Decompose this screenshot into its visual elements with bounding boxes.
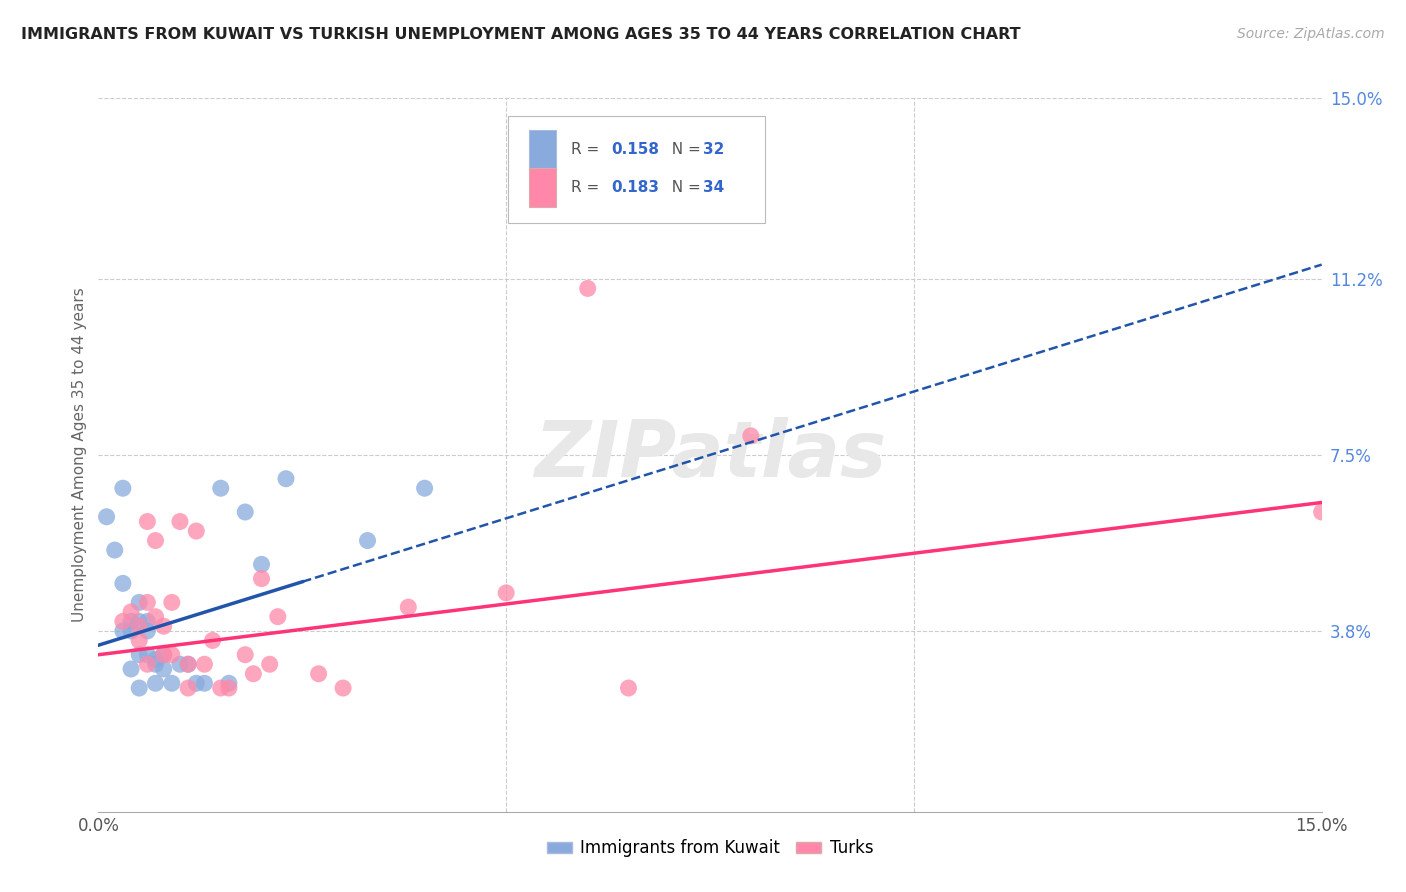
- Point: [136, 515, 159, 529]
- Point: [120, 624, 142, 638]
- Text: 0.158: 0.158: [612, 142, 659, 157]
- Point: [128, 633, 150, 648]
- Point: [177, 657, 200, 672]
- Point: [136, 657, 159, 672]
- Point: [128, 619, 150, 633]
- Point: [356, 533, 378, 548]
- Point: [169, 515, 191, 529]
- Point: [136, 624, 159, 638]
- Point: [233, 505, 256, 519]
- Point: [250, 572, 273, 586]
- Point: [120, 662, 142, 676]
- Text: N =: N =: [662, 142, 706, 157]
- Text: 0.183: 0.183: [612, 180, 659, 194]
- Text: R =: R =: [571, 142, 603, 157]
- Point: [495, 586, 517, 600]
- Point: [242, 666, 264, 681]
- Point: [169, 657, 191, 672]
- Point: [111, 576, 134, 591]
- Point: [259, 657, 281, 672]
- FancyBboxPatch shape: [529, 130, 555, 169]
- Point: [160, 676, 183, 690]
- Point: [274, 472, 297, 486]
- Point: [136, 648, 159, 662]
- Point: [186, 676, 208, 690]
- Point: [160, 648, 183, 662]
- Point: [267, 609, 290, 624]
- Point: [177, 657, 200, 672]
- Point: [209, 481, 232, 495]
- Point: [233, 648, 256, 662]
- Text: N =: N =: [662, 180, 706, 194]
- Point: [104, 543, 127, 558]
- Point: [250, 558, 273, 572]
- Legend: Immigrants from Kuwait, Turks: Immigrants from Kuwait, Turks: [540, 833, 880, 864]
- Point: [332, 681, 354, 695]
- Point: [120, 615, 142, 629]
- Point: [96, 509, 118, 524]
- Point: [145, 609, 167, 624]
- Point: [111, 615, 134, 629]
- Point: [186, 524, 208, 538]
- Text: 34: 34: [703, 180, 724, 194]
- Point: [111, 624, 134, 638]
- Point: [218, 681, 240, 695]
- Point: [152, 648, 174, 662]
- Point: [152, 619, 174, 633]
- Text: Source: ZipAtlas.com: Source: ZipAtlas.com: [1237, 27, 1385, 41]
- Point: [145, 676, 167, 690]
- Point: [136, 615, 159, 629]
- Point: [201, 633, 224, 648]
- Text: ZIPatlas: ZIPatlas: [534, 417, 886, 493]
- Y-axis label: Unemployment Among Ages 35 to 44 years: Unemployment Among Ages 35 to 44 years: [72, 287, 87, 623]
- Point: [740, 429, 762, 443]
- Point: [152, 662, 174, 676]
- Point: [145, 657, 167, 672]
- Point: [193, 657, 215, 672]
- Point: [128, 648, 150, 662]
- Point: [136, 595, 159, 609]
- Point: [152, 648, 174, 662]
- Point: [160, 595, 183, 609]
- Point: [396, 600, 419, 615]
- Point: [145, 652, 167, 666]
- Point: [111, 481, 134, 495]
- Point: [120, 605, 142, 619]
- Point: [193, 676, 215, 690]
- Text: 32: 32: [703, 142, 724, 157]
- Point: [128, 615, 150, 629]
- Point: [145, 533, 167, 548]
- Text: IMMIGRANTS FROM KUWAIT VS TURKISH UNEMPLOYMENT AMONG AGES 35 TO 44 YEARS CORRELA: IMMIGRANTS FROM KUWAIT VS TURKISH UNEMPL…: [21, 27, 1021, 42]
- Point: [413, 481, 436, 495]
- Point: [218, 676, 240, 690]
- Point: [209, 681, 232, 695]
- FancyBboxPatch shape: [529, 168, 555, 207]
- Point: [128, 595, 150, 609]
- Point: [177, 681, 200, 695]
- Point: [1310, 505, 1333, 519]
- Point: [576, 281, 599, 295]
- Text: R =: R =: [571, 180, 603, 194]
- Point: [308, 666, 330, 681]
- Point: [128, 681, 150, 695]
- FancyBboxPatch shape: [508, 116, 765, 223]
- Point: [617, 681, 640, 695]
